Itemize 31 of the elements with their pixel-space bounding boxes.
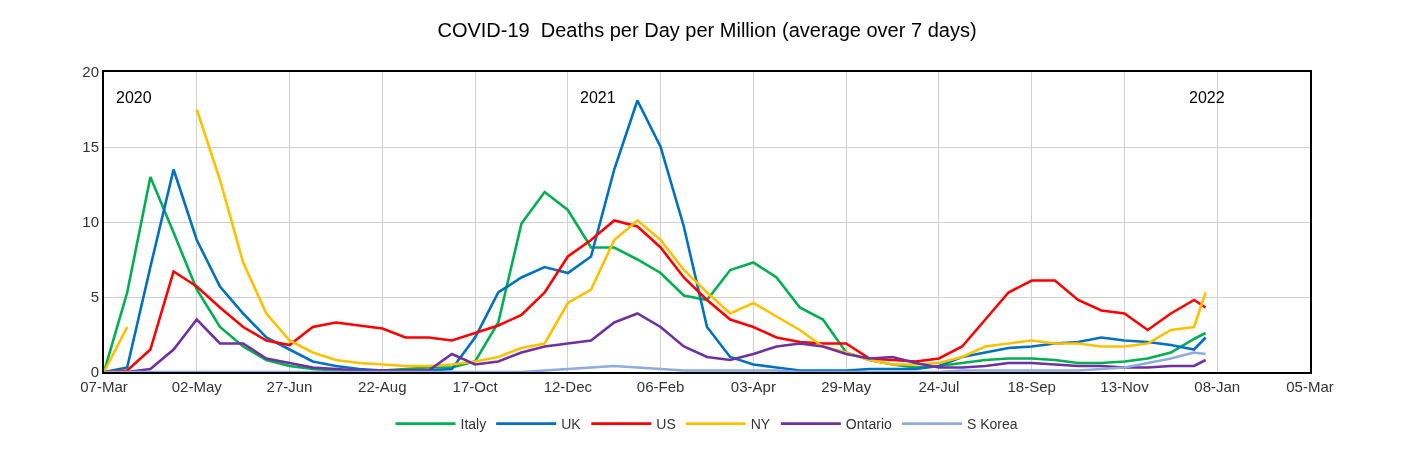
y-tick-label: 20 (82, 63, 99, 81)
x-tick-label: 18-Sep (1007, 378, 1056, 395)
x-tick-label: 22-Aug (358, 378, 407, 395)
x-tick-label: 24-Jul (918, 378, 960, 395)
legend-label: Italy (460, 416, 487, 433)
x-tick-label: 05-Mar (1286, 378, 1334, 395)
y-tick-label: 5 (90, 288, 99, 306)
annotation: 2020 (116, 89, 152, 106)
annotation: 2022 (1189, 89, 1225, 106)
legend-label: US (656, 416, 676, 433)
line-series (104, 219, 1207, 372)
x-tick-label: 17-Oct (452, 378, 499, 395)
legend-label: Ontario (845, 416, 892, 433)
y-tick-label: 10 (82, 213, 99, 231)
x-tick-label: 27-Jun (266, 378, 313, 395)
x-tick-label: 06-Feb (636, 378, 685, 395)
line-series (104, 351, 1207, 372)
legend-label: S Korea (966, 416, 1018, 433)
x-tick-label: 03-Apr (730, 378, 776, 395)
y-tick-label: 15 (82, 138, 99, 156)
x-tick-label: 08-Jan (1194, 378, 1241, 395)
chart-title: COVID-19 Deaths per Day per Million (average over 7 days) (437, 19, 977, 42)
annotation: 2021 (580, 89, 616, 106)
y-tick-label: 0 (90, 363, 99, 381)
x-tick-label: 02-May (171, 378, 223, 395)
x-tick-label: 07-Mar (80, 378, 128, 395)
legend-label: UK (561, 416, 582, 433)
x-tick-label: 13-Nov (1100, 378, 1150, 395)
legend-label: NY (750, 416, 771, 433)
x-tick-label: 12-Dec (543, 378, 593, 395)
x-tick-label: 29-May (821, 378, 872, 395)
